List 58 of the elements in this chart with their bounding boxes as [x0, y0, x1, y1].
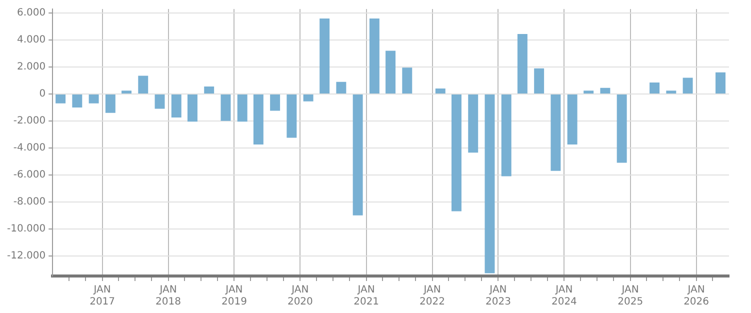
- x-tick-label: JAN 2019: [221, 284, 247, 308]
- bar: [616, 94, 627, 163]
- bar: [386, 50, 396, 94]
- y-tick-label: -4.000: [13, 142, 46, 154]
- y-tick-label: 2.000: [16, 62, 46, 73]
- bar: [122, 90, 132, 94]
- bar: [517, 34, 528, 94]
- bar: [352, 94, 363, 216]
- bar: [435, 88, 446, 94]
- bar: [72, 94, 82, 108]
- bar: [253, 94, 264, 145]
- bar: [105, 94, 116, 113]
- x-tick-label: JAN 2023: [486, 284, 511, 308]
- y-tick-label: -10.000: [6, 223, 46, 234]
- x-tick-label: JAN 2021: [354, 284, 380, 308]
- bar: [88, 94, 99, 104]
- bar: [567, 94, 578, 145]
- x-tick-label: JAN 2024: [551, 284, 577, 308]
- y-tick-label: 0: [39, 88, 46, 100]
- bar: [187, 94, 198, 122]
- x-tick-label: JAN 2020: [287, 284, 313, 308]
- y-tick-label: -6.000: [13, 169, 46, 180]
- bar: [369, 18, 380, 94]
- y-tick-label: -8.000: [13, 196, 46, 208]
- x-tick-label: JAN 2025: [618, 284, 644, 308]
- bar: [666, 90, 676, 94]
- bar: [286, 94, 297, 138]
- bar: [584, 90, 594, 94]
- bar: [501, 94, 512, 176]
- x-tick-label: JAN 2018: [156, 284, 181, 308]
- bar: [716, 72, 726, 94]
- bar: [550, 94, 561, 171]
- bar: [534, 68, 544, 94]
- bar: [56, 94, 66, 104]
- bar: [171, 94, 182, 118]
- bar: [204, 86, 214, 94]
- bar: [138, 76, 148, 94]
- x-tick-label: JAN 2026: [684, 284, 710, 308]
- bar: [650, 82, 660, 94]
- y-tick-label: -12.000: [6, 250, 46, 262]
- bar: [402, 68, 412, 94]
- bar: [468, 94, 478, 153]
- bar: [237, 94, 248, 122]
- x-tick-label: JAN 2022: [420, 284, 445, 308]
- bar: [600, 88, 610, 94]
- bar: [270, 94, 280, 111]
- bar: [336, 82, 346, 94]
- bar: [320, 18, 330, 94]
- y-tick-label: -2.000: [13, 116, 46, 127]
- bar: [154, 94, 165, 109]
- x-tick-label: JAN 2017: [90, 284, 116, 308]
- y-tick-label: 6.000: [16, 8, 46, 19]
- bar: [452, 94, 462, 212]
- bar: [682, 78, 693, 94]
- bar: [303, 94, 314, 102]
- bar: [484, 94, 495, 274]
- bar: [220, 94, 231, 121]
- y-tick-label: 4.000: [16, 34, 46, 46]
